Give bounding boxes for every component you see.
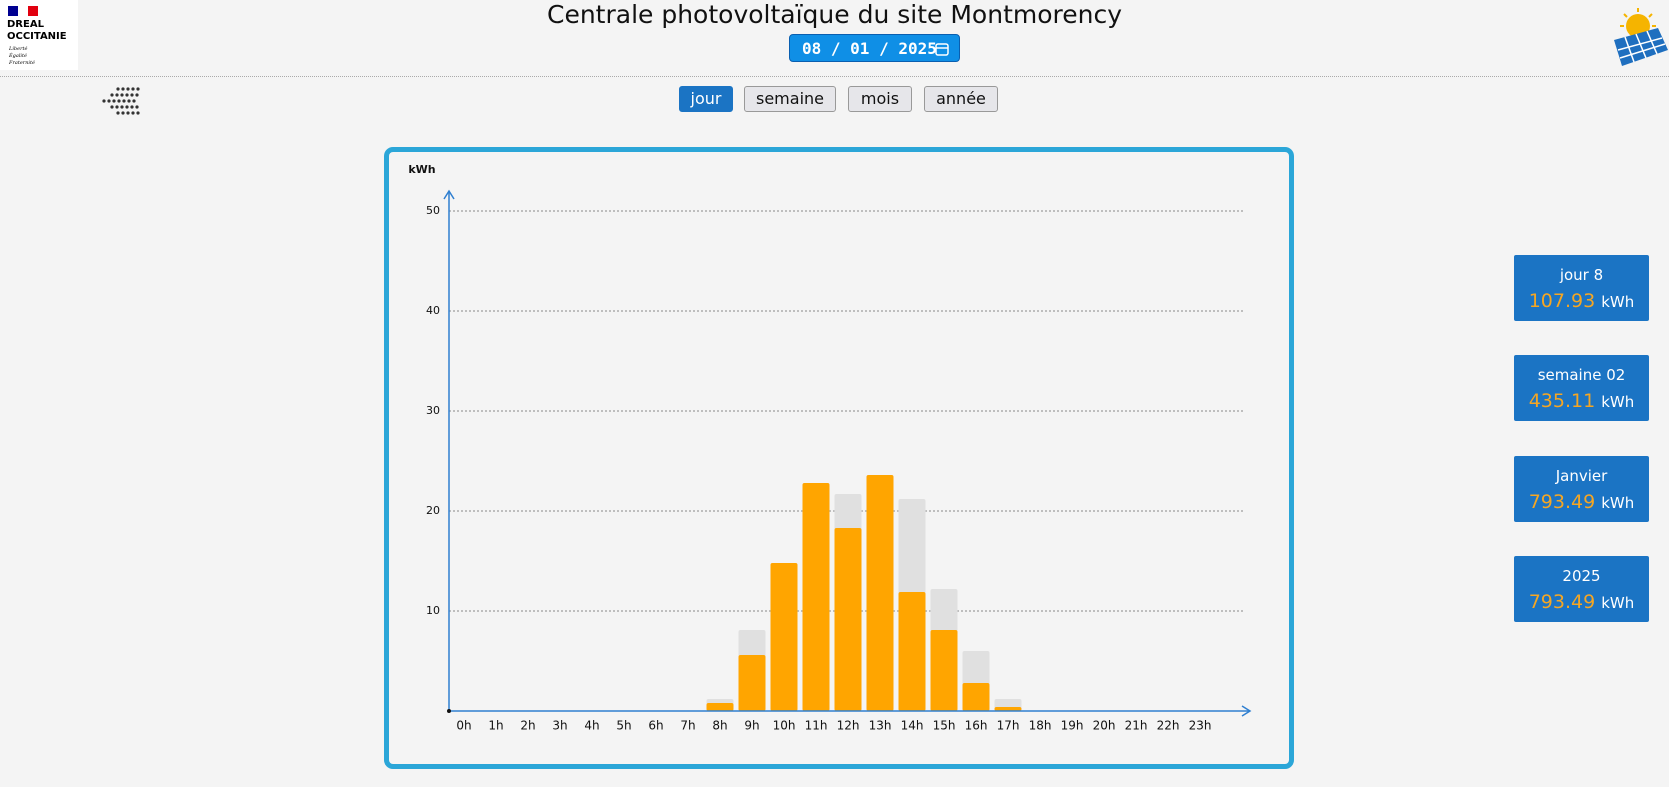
x-tick-label: 14h	[901, 719, 924, 733]
date-picker[interactable]: 08 / 01 / 2025	[789, 34, 960, 62]
motto: Liberté	[9, 46, 28, 52]
x-tick-label: 4h	[584, 719, 599, 733]
bar	[706, 703, 734, 711]
x-tick-label: 10h	[773, 719, 796, 733]
x-tick-label: 20h	[1093, 719, 1116, 733]
logo: DREAL OCCITANIE Liberté Égalité Fraterni…	[0, 0, 78, 70]
region-name: OCCITANIE	[7, 31, 67, 42]
origin-dot	[447, 709, 451, 713]
stat-value-row: 793.49 kWh	[1514, 591, 1649, 613]
stat-value-row: 107.93 kWh	[1514, 290, 1649, 312]
x-tick-label: 3h	[552, 719, 567, 733]
stat-value-row: 793.49 kWh	[1514, 491, 1649, 513]
x-tick-label: 18h	[1029, 719, 1052, 733]
stat-card: 2025 793.49 kWh	[1514, 556, 1649, 622]
y-axis-arrow	[443, 189, 455, 200]
y-axis-label: kWh	[408, 163, 435, 176]
x-tick-label: 19h	[1061, 719, 1084, 733]
motto: Fraternité	[9, 60, 35, 66]
y-tick-label: 50	[426, 204, 440, 217]
stat-label: 2025	[1562, 567, 1601, 585]
bar	[834, 528, 862, 711]
x-tick-label: 9h	[744, 719, 759, 733]
stat-unit: kWh	[1601, 594, 1635, 612]
x-tick-label: 21h	[1125, 719, 1148, 733]
x-tick-label: 17h	[997, 719, 1020, 733]
motto: Égalité	[9, 53, 27, 59]
page-title: Centrale photovoltaïque du site Montmore…	[546, 0, 1123, 29]
x-tick-label: 5h	[616, 719, 631, 733]
stat-value: 793.49	[1528, 491, 1596, 513]
stat-unit: kWh	[1601, 393, 1635, 411]
stat-card: jour 8 107.93 kWh	[1514, 255, 1649, 321]
date-value: 08 / 01 / 2025	[802, 39, 937, 58]
x-tick-label: 8h	[712, 719, 727, 733]
org-name: DREAL	[7, 19, 44, 30]
x-tick-label: 6h	[648, 719, 663, 733]
x-tick-label: 2h	[520, 719, 535, 733]
bar	[994, 707, 1022, 711]
y-tick-label: 20	[426, 504, 440, 517]
stat-label: jour 8	[1559, 266, 1604, 284]
x-tick-label: 23h	[1189, 719, 1212, 733]
x-tick-label: 13h	[869, 719, 892, 733]
calendar-icon	[935, 43, 949, 56]
stat-label: semaine 02	[1537, 366, 1626, 384]
bar	[898, 592, 926, 711]
x-tick-label: 1h	[488, 719, 503, 733]
x-tick-label: 15h	[933, 719, 956, 733]
solar-icon	[1614, 8, 1668, 66]
stat-value: 107.93	[1528, 290, 1596, 312]
x-tick-label: 7h	[680, 719, 695, 733]
x-axis-arrow	[1241, 705, 1252, 717]
y-tick-label: 10	[426, 604, 440, 617]
stat-value: 435.11	[1528, 390, 1596, 412]
stat-unit: kWh	[1601, 293, 1635, 311]
flag	[8, 6, 38, 16]
tab-button[interactable]: semaine	[744, 86, 836, 112]
bar	[930, 630, 958, 711]
x-tick-label: 16h	[965, 719, 988, 733]
x-tick-label: 22h	[1157, 719, 1180, 733]
bar	[866, 475, 894, 711]
bar	[962, 683, 990, 711]
bar	[802, 483, 830, 711]
stat-card: Janvier 793.49 kWh	[1514, 456, 1649, 522]
x-tick-label: 11h	[805, 719, 828, 733]
tab-button[interactable]: année	[924, 86, 998, 112]
x-tick-label: 0h	[456, 719, 471, 733]
stat-label: Janvier	[1555, 467, 1608, 485]
tab-button[interactable]: mois	[848, 86, 912, 112]
tab-button[interactable]: jour	[679, 86, 733, 112]
stat-value-row: 435.11 kWh	[1514, 390, 1649, 412]
chart: kWh 10 20 30 40 50 0h 1h 2h 3h 4h 5h 6h 7h 8h 9h 10h 11h 1…	[408, 163, 1252, 733]
bar	[738, 655, 766, 711]
y-tick-label: 30	[426, 404, 440, 417]
y-tick-label: 40	[426, 304, 440, 317]
stat-unit: kWh	[1601, 494, 1635, 512]
header: DREAL OCCITANIE Liberté Égalité Fraterni…	[0, 0, 1669, 77]
x-tick-label: 12h	[837, 719, 860, 733]
stat-card: semaine 02 435.11 kWh	[1514, 355, 1649, 421]
stat-value: 793.49	[1528, 591, 1596, 613]
bar	[770, 563, 798, 711]
back-icon[interactable]	[100, 86, 144, 118]
